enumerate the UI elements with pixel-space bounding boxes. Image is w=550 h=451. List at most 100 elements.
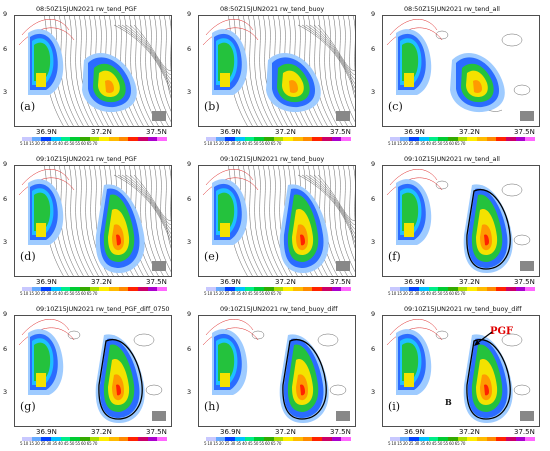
x-tick-label: 37.2N <box>91 428 112 436</box>
panel-label: (f) <box>388 250 401 263</box>
colorbar-swatch <box>506 287 516 291</box>
x-tick-label: 36.9N <box>36 128 57 136</box>
colorbar-swatch <box>457 137 468 141</box>
colorbar-swatch <box>70 287 81 291</box>
colorbar-swatch <box>225 137 236 141</box>
colorbar-swatch <box>147 137 158 141</box>
colorbar-swatch <box>302 137 313 141</box>
right-storm-cell <box>82 52 137 113</box>
x-tick-label: 36.9N <box>220 278 241 286</box>
x-tick-label: 37.2N <box>275 278 296 286</box>
colorbar-swatch <box>331 137 342 141</box>
colorbar-swatch <box>341 287 352 291</box>
left-storm-cell <box>28 29 64 95</box>
colorbar-swatch <box>486 437 497 441</box>
colorbar-swatch <box>283 287 294 291</box>
colorbar-swatch <box>515 437 526 441</box>
colorbar-swatch <box>399 287 410 291</box>
colorbar-swatch <box>457 287 468 291</box>
colorbar-swatch <box>486 137 497 141</box>
x-tick-label: 36.9N <box>404 128 425 136</box>
left-storm-cell <box>212 179 248 245</box>
terrain-shading <box>152 111 166 121</box>
colorbar-swatch <box>428 287 439 291</box>
colorbar-swatch <box>41 287 52 291</box>
y-tick-label: 9 <box>3 160 8 168</box>
colorbar-swatch <box>467 437 478 441</box>
colorbar-swatch <box>467 137 478 141</box>
colorbar-swatch <box>235 437 245 441</box>
colorbar-swatch <box>448 287 458 291</box>
colorbar-swatch <box>496 437 507 441</box>
x-tick-label: 37.5N <box>514 128 535 136</box>
y-tick-label: 6 <box>371 45 376 53</box>
y-tick-label: 9 <box>371 10 376 18</box>
y-tick-label: 9 <box>371 310 376 318</box>
colorbar-ticks: 5 10 15 20 25 30 35 40 45 50 55 60 65 70 <box>204 141 282 146</box>
colorbar <box>390 137 536 141</box>
y-tick-label: 9 <box>187 10 192 18</box>
colorbar-swatch <box>419 137 429 141</box>
panel-label: (g) <box>20 400 36 413</box>
colorbar-swatch <box>31 437 42 441</box>
colorbar-swatch <box>273 437 284 441</box>
terrain-shading <box>520 111 534 121</box>
colorbar-swatch <box>118 287 129 291</box>
reflectivity-plot <box>382 165 540 277</box>
colorbar-swatch <box>138 437 148 441</box>
x-tick-label: 37.5N <box>146 428 167 436</box>
x-tick-label: 37.5N <box>146 128 167 136</box>
y-tick-label: 9 <box>371 160 376 168</box>
colorbar-swatch <box>235 137 245 141</box>
colorbar-swatch <box>341 437 352 441</box>
panel-label: (a) <box>20 100 36 113</box>
x-tick-label: 37.5N <box>146 278 167 286</box>
panel-label: (e) <box>204 250 220 263</box>
colorbar-swatch <box>22 137 32 141</box>
colorbar-swatch <box>438 137 449 141</box>
colorbar-swatch <box>99 137 110 141</box>
colorbar-swatch <box>147 287 158 291</box>
colorbar-swatch <box>467 287 478 291</box>
colorbar-swatch <box>157 287 168 291</box>
colorbar-swatch <box>457 437 468 441</box>
x-tick-label: 37.5N <box>330 428 351 436</box>
b-annotation: B <box>445 397 452 407</box>
red-contours <box>386 319 443 346</box>
colorbar-swatch <box>399 137 410 141</box>
panel-d: 09:10Z15JUN2021 rw_tend_PGF 9 6 3 (d) 36.9N 37… <box>2 152 175 297</box>
colorbar-swatch <box>244 287 255 291</box>
terrain-shading <box>152 261 166 271</box>
panel-title: 08:50Z15JUN2021 rw_tend_buoy <box>220 5 325 13</box>
panel-h: 09:10Z15JUN2021 rw_tend_buoy_diff 9 6 3 (h) 3… <box>186 302 359 447</box>
colorbar-swatch <box>254 287 265 291</box>
colorbar-swatch <box>60 437 71 441</box>
colorbar-swatch <box>89 437 100 441</box>
terrain-shading <box>336 261 350 271</box>
pgf-arrow <box>474 331 493 346</box>
x-tick-label: 37.5N <box>514 278 535 286</box>
colorbar <box>22 137 168 141</box>
colorbar-ticks: 5 10 15 20 25 30 35 40 45 50 55 60 65 70 <box>20 441 98 446</box>
panel-title: 08:50Z15JUN2021 rw_tend_all <box>404 5 500 13</box>
colorbar-swatch <box>496 137 507 141</box>
red-contours <box>202 19 259 46</box>
panel-i: 09:10Z15JUN2021 rw_tend_buoy_diff 9 6 3 (i) 3… <box>370 302 543 447</box>
y-tick-label: 3 <box>3 88 8 96</box>
colorbar-swatch <box>273 287 284 291</box>
colorbar-swatch <box>128 437 139 441</box>
colorbar-swatch <box>235 287 245 291</box>
colorbar-swatch <box>70 437 81 441</box>
x-tick-label: 37.2N <box>91 278 112 286</box>
red-contours <box>386 19 443 46</box>
reflectivity-plot <box>198 315 356 427</box>
colorbar-swatch <box>409 287 420 291</box>
colorbar-swatch <box>109 137 119 141</box>
colorbar-swatch <box>506 437 516 441</box>
colorbar-swatch <box>89 287 100 291</box>
colorbar-swatch <box>31 137 42 141</box>
colorbar-swatch <box>51 287 61 291</box>
y-tick-label: 3 <box>187 238 192 246</box>
colorbar <box>22 287 168 291</box>
colorbar-swatch <box>215 437 226 441</box>
